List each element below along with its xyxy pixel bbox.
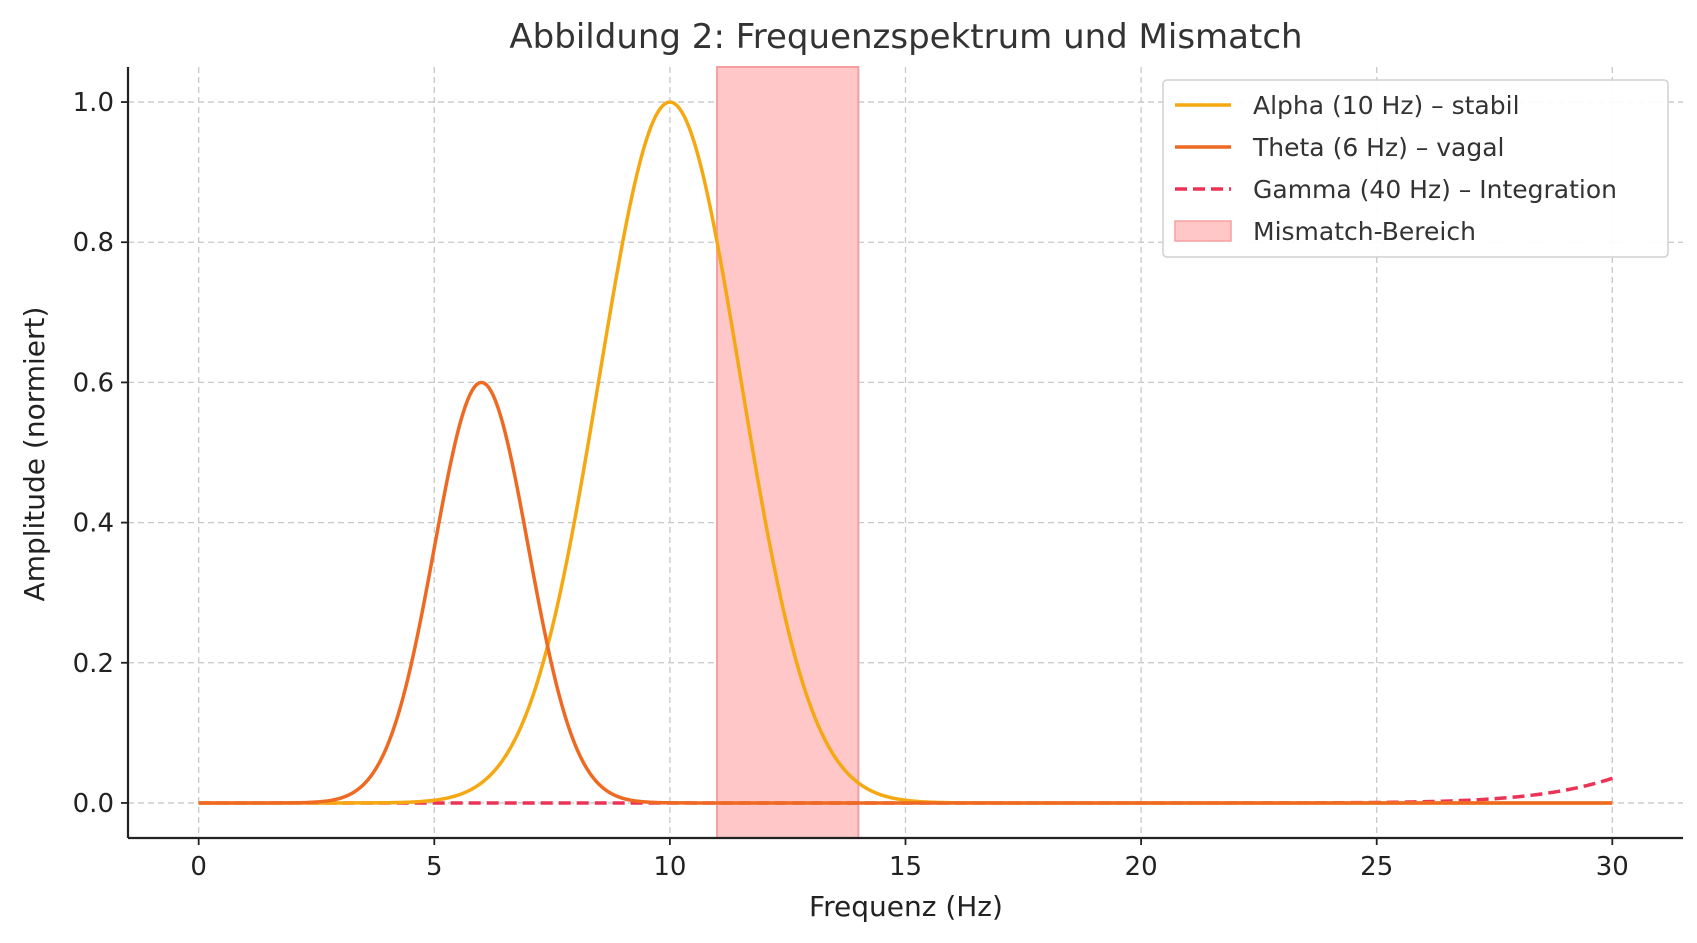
- legend-swatch: [1174, 220, 1232, 242]
- y-tick-label: 0.8: [73, 228, 114, 258]
- chart-title: Abbildung 2: Frequenzspektrum und Mismat…: [509, 17, 1302, 57]
- x-tick-label: 20: [1125, 852, 1158, 882]
- mismatch-region: [716, 66, 860, 839]
- legend: Alpha (10 Hz) – stabil Theta (6 Hz) – vag…: [1162, 79, 1669, 258]
- y-tick-label: 0.0: [73, 789, 114, 819]
- x-tick-label: 10: [653, 852, 686, 882]
- y-tick-label: 0.2: [73, 649, 114, 679]
- y-axis-label: Amplitude (normiert): [18, 307, 51, 602]
- x-tick-label: 5: [426, 852, 443, 882]
- x-tick-label: 15: [889, 852, 922, 882]
- y-tick-label: 1.0: [73, 88, 114, 118]
- series-layer: [198, 100, 1613, 805]
- x-tick-label: 30: [1596, 852, 1629, 882]
- legend-label: Alpha (10 Hz) – stabil: [1253, 91, 1520, 120]
- ticks: 0 5 10 15 20 25 30 0.0 0.2 0.4 0.6 0.8 1.0: [73, 88, 1629, 882]
- x-axis-label: Frequenz (Hz): [809, 890, 1003, 923]
- series-line: [198, 380, 1613, 805]
- y-tick-label: 0.6: [73, 368, 114, 398]
- legend-label: Mismatch-Bereich: [1253, 217, 1476, 246]
- y-tick-label: 0.4: [73, 509, 114, 539]
- legend-box: [1162, 79, 1669, 258]
- x-tick-label: 0: [190, 852, 207, 882]
- legend-label: Theta (6 Hz) – vagal: [1252, 133, 1505, 162]
- x-tick-label: 25: [1360, 852, 1393, 882]
- legend-label: Gamma (40 Hz) – Integration: [1253, 175, 1617, 204]
